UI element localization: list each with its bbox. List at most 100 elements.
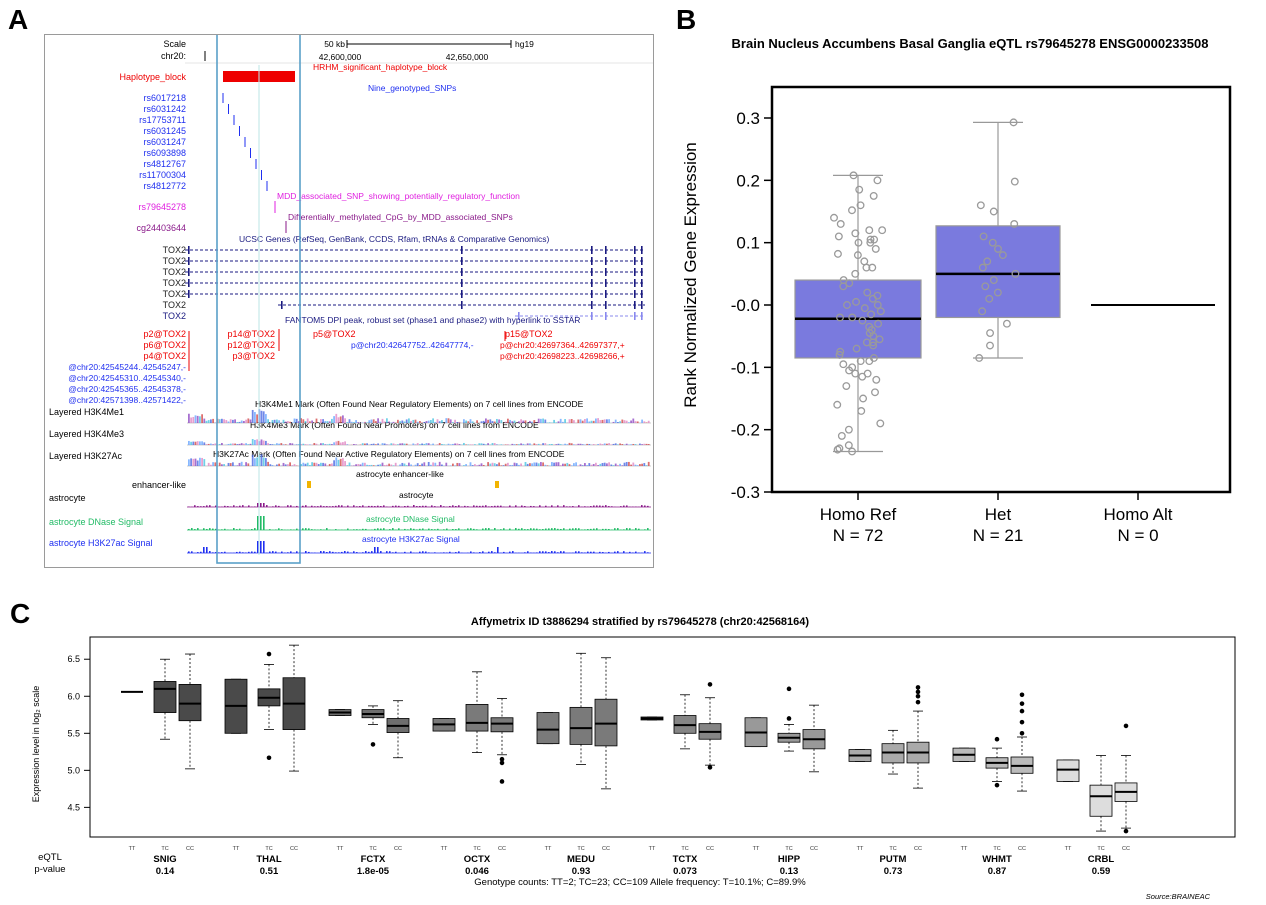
astro-signal-bar <box>419 528 421 530</box>
gene-label: TOX2 <box>163 311 186 321</box>
histone-signal-bar <box>388 463 390 466</box>
histone-signal-bar <box>599 463 602 466</box>
region-pvalue-label: 0.14 <box>156 866 175 877</box>
histone-signal-bar <box>262 440 265 445</box>
histone-signal-bar <box>225 420 228 423</box>
histone-signal-bar <box>504 463 507 466</box>
astro-signal-bar <box>380 506 382 507</box>
astro-signal-bar <box>590 528 592 530</box>
region-name-label: FCTX <box>361 854 386 865</box>
astro-signal-bar <box>215 505 217 507</box>
histone-signal-bar <box>636 465 639 466</box>
histone-signal-bar <box>641 444 643 445</box>
histone-signal-bar <box>504 444 507 445</box>
histone-signal-bar <box>423 462 426 466</box>
astro-signal-bar <box>320 529 322 530</box>
astro-signal-bar <box>320 505 322 507</box>
gene-exon <box>641 279 643 287</box>
box-iqr <box>1089 784 1113 817</box>
histone-signal-bar <box>562 463 564 466</box>
astro-signal-bar <box>422 505 424 507</box>
histone-signal-bar <box>414 419 417 423</box>
region-pvalue-label: 0.046 <box>465 866 489 877</box>
astro-signal-bar <box>620 506 622 507</box>
histone-signal-bar <box>581 444 584 445</box>
astro-signal-bar <box>437 528 439 530</box>
astro-signal-bar <box>584 529 586 530</box>
histone-signal-bar <box>280 443 283 445</box>
histone-signal-bar <box>368 420 371 423</box>
histone-signal-bar <box>392 443 395 445</box>
histone-signal-bar <box>245 462 247 466</box>
histone-signal-bar <box>520 463 522 466</box>
panel-b-xaxis: Homo Ref N = 72 Het N = 21 Homo Alt N = 0 <box>820 492 1173 545</box>
histone-signal-bar <box>269 444 272 445</box>
histone-signal-bar <box>370 419 373 423</box>
histone-signal-bar <box>430 464 432 466</box>
histone-signal-bar <box>623 420 626 423</box>
histone-signal-bar <box>410 464 412 466</box>
histone-signal-bar <box>502 465 505 466</box>
cpg-label: cg24403644 <box>136 223 186 233</box>
astro-signal-bar <box>230 506 232 507</box>
astro-signal-bar <box>509 528 511 530</box>
histone-signal-bar <box>383 421 386 423</box>
snp-label: rs11700304 <box>139 170 186 180</box>
histone-signal-bar <box>342 415 344 423</box>
astro-signal-bar <box>341 551 343 553</box>
histone-signal-bar <box>383 443 386 445</box>
histone-signal-bar <box>603 419 606 423</box>
gene-exon <box>634 246 636 254</box>
box-data-point <box>865 226 874 235</box>
histone-signal-bar <box>273 444 276 445</box>
histone-signal-bar <box>267 443 269 445</box>
astro-signal-bar <box>551 505 553 507</box>
genotype-label: TT <box>649 846 656 852</box>
gene-exon <box>591 257 593 265</box>
histone-signal-bar <box>254 412 256 423</box>
histone-signal-bar <box>251 454 254 466</box>
histone-signal-bar <box>551 444 553 445</box>
gene-exon <box>634 312 636 320</box>
panel-b-ytick-label: 0.1 <box>736 234 760 253</box>
histone-signal-bar <box>302 462 305 466</box>
box-data-point <box>858 316 867 325</box>
histone-signal-bar <box>546 465 549 466</box>
astro-signal-bar <box>275 505 277 507</box>
histone-signal-bar <box>364 462 366 466</box>
box-data-point <box>836 313 844 322</box>
histone-signal-bar <box>276 419 278 423</box>
astro-signal-bar <box>569 506 571 507</box>
histone-signal-bar <box>559 465 562 466</box>
region-name-label: MEDU <box>567 854 595 865</box>
histone-signal-bar <box>267 419 269 423</box>
genotype-label: TC <box>785 846 792 852</box>
astro-signal-bar <box>188 551 190 553</box>
astro-signal-bar <box>200 506 202 507</box>
astro-signal-bar <box>479 552 481 553</box>
histone-signal-bar <box>427 443 430 445</box>
histone-signal-bar <box>364 443 366 445</box>
braineac-boxplot-panel: Affymetrix ID t3886294 stratified by rs7… <box>20 610 1260 905</box>
astro-signal-bar <box>473 505 475 507</box>
astro-signal-bar <box>542 529 544 530</box>
fantom-left-label: p2@TOX2 <box>144 329 187 339</box>
snp-label: rs4812772 <box>143 181 186 191</box>
astro-signal-bar <box>443 529 445 530</box>
histone-signal-bar <box>262 411 265 423</box>
astro-signal-bar <box>590 506 592 507</box>
gene-label: TOX2 <box>163 289 186 299</box>
astro-signal-bar <box>260 516 262 530</box>
astro-signal-bar <box>344 551 346 553</box>
histone-signal-bar <box>520 443 522 445</box>
histone-signal-bar <box>518 421 520 423</box>
astro-signal-bar <box>311 529 313 530</box>
histone-signal-bar <box>452 422 454 423</box>
astro-signal-bar <box>605 505 607 507</box>
histone-signal-bar <box>588 421 591 423</box>
histone-signal-bar <box>357 422 360 423</box>
histone-signal-bar <box>548 422 551 423</box>
astro-signal-bar <box>206 547 208 553</box>
gene-exon <box>188 268 190 276</box>
histone-signal-bar <box>507 444 509 445</box>
